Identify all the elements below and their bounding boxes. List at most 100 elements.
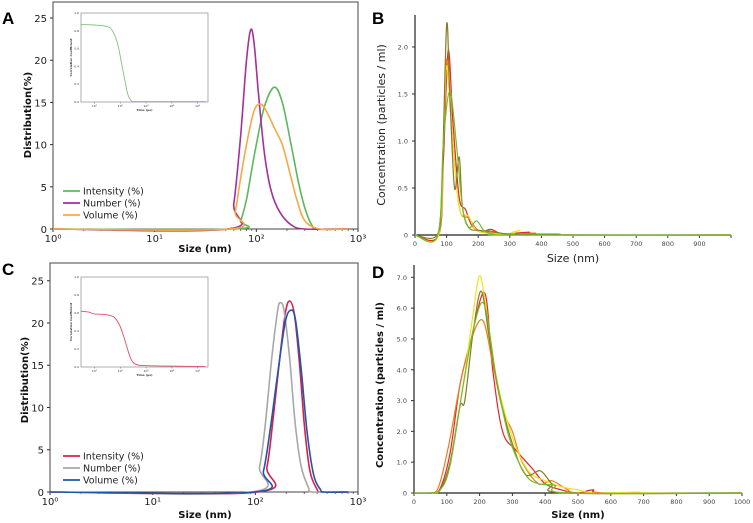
- y-axis-title: Concentration (particles / ml): [375, 44, 388, 206]
- x-tick-label: 700: [637, 498, 649, 506]
- inset-y-title: Correlation Coefficient: [69, 38, 73, 77]
- y-tick-label: 1.0: [397, 459, 407, 467]
- y-tick-label: 2.0: [398, 43, 408, 51]
- x-axis-title: Size (nm): [178, 510, 231, 521]
- series-line-run-1: [413, 292, 743, 494]
- inset-y-tick-label: 1.0: [74, 11, 79, 15]
- x-tick-label: 400: [539, 498, 551, 506]
- x-tick-label: 10²: [248, 234, 265, 245]
- y-tick-label: 25: [31, 277, 44, 288]
- inset-y-tick-label: 0.4: [74, 64, 79, 68]
- y-tick-label: 5: [41, 183, 47, 194]
- series-line-intensity: [49, 300, 349, 495]
- panel-label-a: A: [2, 9, 14, 28]
- y-tick-label: 3.0: [397, 397, 407, 405]
- y-tick-label: 25: [34, 14, 47, 25]
- x-tick-label: 0: [412, 498, 416, 506]
- panel-label-d: D: [372, 263, 384, 282]
- x-axis-title: Size (nm): [178, 244, 231, 255]
- x-tick-label: 200: [472, 240, 484, 248]
- inset-y-title: Correlation Coefficient: [69, 302, 73, 341]
- legend-label: Number (%): [83, 199, 141, 210]
- x-tick-label: 200: [473, 498, 485, 506]
- inset-frame: [80, 276, 209, 368]
- x-tick-label: 10⁰: [45, 234, 62, 245]
- legend-label: Volume (%): [83, 476, 138, 487]
- inset-correlation-plot: 10¹ 10² 10³ 10⁴ 10⁵ 0.0 0.2 0.4 0.6 0.8 1.0 Time (μ…: [69, 275, 209, 377]
- y-tick-label: 20: [31, 319, 44, 330]
- x-axis-title: Size (nm): [551, 510, 604, 521]
- x-tick-label: 10²: [247, 497, 264, 508]
- series-line-run-5: [413, 301, 743, 495]
- y-axis-title: Distribution(%): [20, 337, 31, 423]
- inset-y-tick-label: 0.8: [74, 293, 79, 297]
- y-tick-label: 4.0: [397, 366, 407, 374]
- y-tick-label: 2.0: [397, 428, 407, 436]
- inset-x-tick-label: 10¹: [92, 369, 98, 373]
- inset-correlation-curve: [80, 310, 206, 368]
- y-tick-label: 0: [404, 232, 408, 240]
- inset-x-tick-label: 10⁵: [195, 369, 201, 373]
- x-tick-label: 10¹: [146, 234, 163, 245]
- y-tick-label: 1.0: [398, 137, 408, 145]
- inset-y-tick-label: 0.6: [74, 47, 79, 51]
- panel-label-b: B: [372, 9, 384, 28]
- legend-label: Intensity (%): [83, 452, 144, 463]
- x-tick-label: 800: [670, 498, 682, 506]
- x-tick-label: 300: [504, 240, 516, 248]
- x-tick-label: 300: [506, 498, 518, 506]
- x-tick-label: 500: [567, 240, 579, 248]
- y-tick-label: 0: [403, 490, 407, 498]
- inset-x-tick-label: 10¹: [92, 104, 98, 108]
- series-line-run-1: [414, 49, 732, 242]
- x-tick-label: 500: [572, 498, 584, 506]
- x-tick-label: 900: [693, 240, 705, 248]
- inset-y-tick-label: 0.6: [74, 311, 79, 315]
- inset-correlation-plot: 10¹ 10² 10³ 10⁴ 10⁵ 0.0 0.2 0.4 0.6 0.8 1.0 Time (μ…: [69, 11, 209, 112]
- x-tick-label: 0: [413, 240, 417, 248]
- series-line-run-2: [413, 319, 743, 495]
- y-tick-label: 10: [34, 141, 47, 152]
- y-tick-label: 0: [41, 225, 47, 236]
- x-tick-label: 700: [630, 240, 642, 248]
- y-tick-label: 20: [34, 56, 47, 67]
- y-tick-label: 1.5: [398, 90, 408, 98]
- panel-d: 0 100 200 300 400 500 600 700 800 900 1000 0 1.0 2.0 3…: [375, 265, 750, 521]
- y-axis-title: Distribution(%): [23, 72, 34, 158]
- y-tick-label: 15: [31, 361, 44, 372]
- x-tick-label: 900: [703, 498, 715, 506]
- x-tick-label: 1000: [734, 498, 751, 506]
- inset-y-tick-label: 0.2: [74, 82, 79, 86]
- inset-frame: [80, 12, 209, 103]
- series-line-volume: [52, 103, 349, 232]
- panel-a: 10⁰ 10¹ 10² 10³ 0 5 10 15 20 25 Size (nm) Distribut…: [23, 1, 366, 255]
- inset-x-tick-label: 10³: [144, 369, 150, 373]
- inset-y-tick-label: 0.8: [74, 29, 79, 33]
- y-tick-label: 5: [38, 446, 44, 457]
- inset-x-title: Time (μs): [136, 373, 153, 377]
- x-tick-label: 800: [662, 240, 674, 248]
- inset-x-tick-label: 10³: [144, 104, 150, 108]
- x-tick-label: 10⁰: [42, 497, 59, 508]
- x-tick-label: 400: [535, 240, 547, 248]
- inset-x-tick-label: 10⁴: [169, 104, 175, 108]
- series-line-number: [52, 28, 349, 232]
- inset-y-tick-label: 1.0: [74, 275, 79, 279]
- inset-x-title: Time (μs): [136, 108, 153, 112]
- x-tick-label: 10¹: [144, 497, 161, 508]
- inset-y-tick-label: 0.0: [74, 365, 79, 369]
- y-tick-label: 15: [34, 98, 47, 109]
- series-line-run-2: [414, 58, 732, 243]
- x-tick-label: 100: [441, 498, 453, 506]
- series-line-run-5: [414, 90, 732, 243]
- inset-y-tick-label: 0.0: [74, 100, 79, 104]
- series-line-number: [49, 301, 349, 495]
- y-tick-label: 6.0: [397, 305, 407, 313]
- y-tick-label: 0.5: [398, 184, 408, 192]
- x-axis-title: Size (nm): [547, 252, 599, 265]
- inset-x-tick-label: 10⁴: [169, 369, 175, 373]
- series-line-volume: [49, 309, 349, 495]
- y-tick-label: 10: [31, 403, 44, 414]
- inset-x-tick-label: 10²: [118, 369, 124, 373]
- series-line-run-3: [414, 65, 732, 243]
